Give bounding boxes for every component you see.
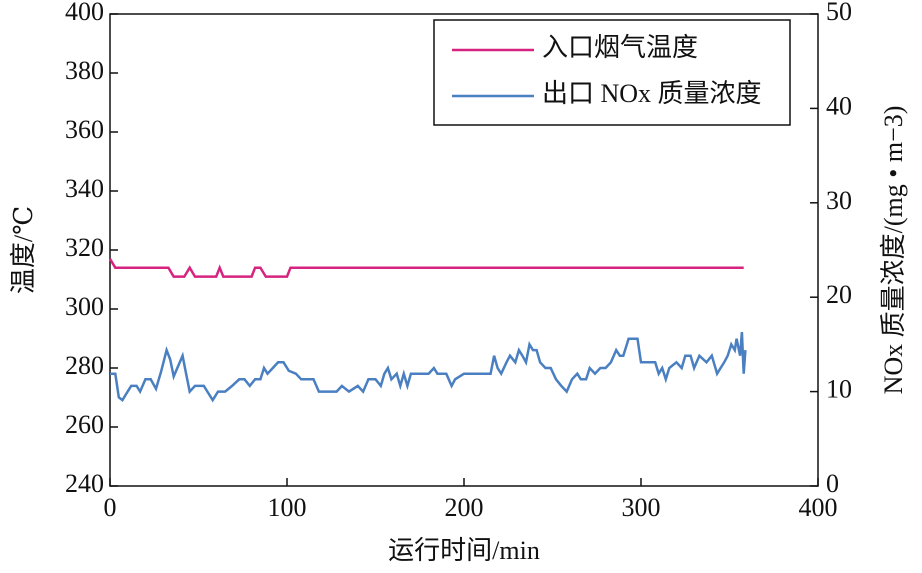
y-tick-label: 280 [65, 351, 104, 380]
y-tick-label: 260 [65, 410, 104, 439]
y-tick-label: 300 [65, 292, 104, 321]
y2-tick-label: 30 [826, 186, 852, 215]
data-line [108, 258, 744, 278]
y-tick-label: 380 [65, 56, 104, 85]
y2-tick-label: 50 [826, 0, 852, 26]
y-tick-label: 320 [65, 233, 104, 262]
y2-tick-label: 0 [826, 469, 839, 498]
x-axis-label: 运行时间/min [388, 536, 540, 565]
y2-tick-label: 40 [826, 91, 852, 120]
x-tick-label: 0 [104, 493, 117, 522]
x-tick-label: 200 [445, 493, 484, 522]
x-tick-label: 400 [799, 493, 838, 522]
x-tick-label: 300 [622, 493, 661, 522]
y-tick-label: 360 [65, 115, 104, 144]
legend-label: 出口 NOx 质量浓度 [542, 79, 762, 108]
y2-axis-label: NOx 质量浓度/(mg • m−3) [879, 106, 908, 395]
x-tick-label: 100 [268, 493, 307, 522]
legend-label: 入口烟气温度 [542, 33, 698, 62]
y-tick-label: 240 [65, 469, 104, 498]
y-tick-label: 400 [65, 0, 104, 26]
data-line [110, 332, 747, 403]
y-tick-label: 340 [65, 174, 104, 203]
y2-tick-label: 20 [826, 280, 852, 309]
y-axis-label: 温度/℃ [9, 206, 38, 294]
y2-tick-label: 10 [826, 375, 852, 404]
legend-box [433, 19, 791, 126]
